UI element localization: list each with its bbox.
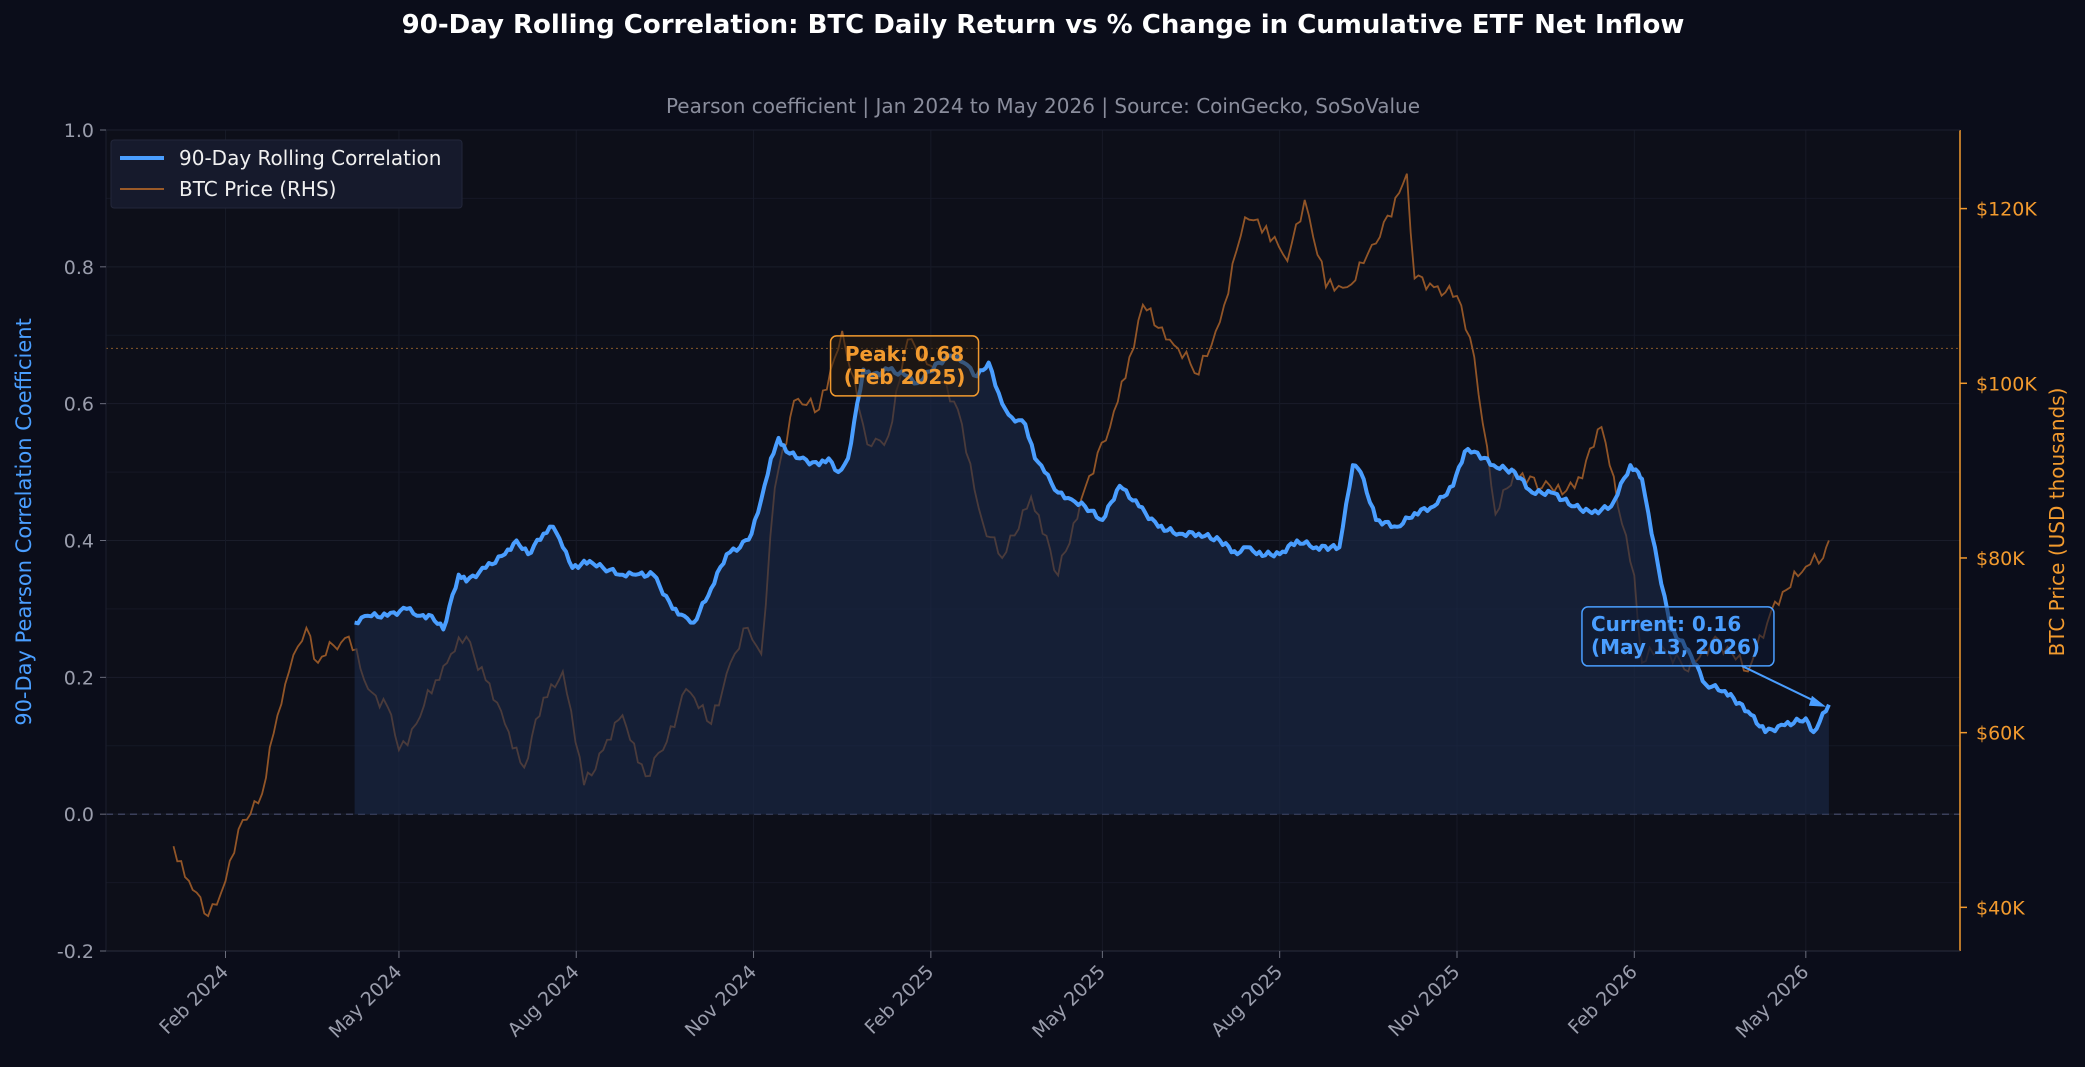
y2-tick-label: $100K xyxy=(1976,373,2037,395)
current-annotation-box xyxy=(1581,606,1775,667)
y2-tick-label: $60K xyxy=(1976,723,2025,745)
legend: 90-Day Rolling Correlation BTC Price (RH… xyxy=(110,139,463,209)
correlation-series xyxy=(354,353,1831,815)
current-annotation-arrowhead xyxy=(1808,695,1826,707)
y-tick-label: -0.2 xyxy=(57,941,94,963)
correlation-fill xyxy=(354,355,1829,815)
y2-tick-label: $120K xyxy=(1976,199,2037,221)
current-annotation-label: Current: 0.16 xyxy=(1591,612,1741,636)
correlation-line xyxy=(354,353,1831,735)
current-annotation-label: (May 13, 2026) xyxy=(1591,635,1760,659)
y-tick-label: 0.4 xyxy=(64,531,94,553)
chart-title: 90-Day Rolling Correlation: BTC Daily Re… xyxy=(402,10,1685,40)
legend-label-correlation: 90-Day Rolling Correlation xyxy=(179,146,441,170)
y2-tick-label: $80K xyxy=(1976,548,2025,570)
y-tick-label: 0.6 xyxy=(64,394,94,416)
peak-annotation-box xyxy=(829,335,980,397)
right-axis-ticks: $40K $60K $80K $100K $120K xyxy=(1960,199,2037,919)
y-axis-label: 90-Day Pearson Correlation Coefficient xyxy=(12,318,36,726)
y2-tick-label: $40K xyxy=(1976,897,2025,919)
chart-subtitle: Pearson coefficient | Jan 2024 to May 20… xyxy=(666,94,1420,118)
left-axis-ticks: -0.2 0.0 0.2 0.4 0.6 0.8 1.0 xyxy=(57,120,106,963)
legend-label-btc: BTC Price (RHS) xyxy=(179,177,336,201)
y-tick-label: 1.0 xyxy=(64,120,94,142)
y-tick-label: 0.0 xyxy=(64,804,94,826)
y2-axis-label: BTC Price (USD thousands) xyxy=(2045,388,2069,657)
y-tick-label: 0.8 xyxy=(64,257,94,279)
legend-box xyxy=(110,139,463,209)
peak-annotation-label: (Feb 2025) xyxy=(844,365,966,389)
peak-annotation-label: Peak: 0.68 xyxy=(845,342,964,366)
annotations: Peak: 0.68(Feb 2025) Current: 0.16(May 13… xyxy=(829,335,1826,707)
y-tick-label: 0.2 xyxy=(64,667,94,689)
current-annotation-arrow xyxy=(1741,665,1819,704)
